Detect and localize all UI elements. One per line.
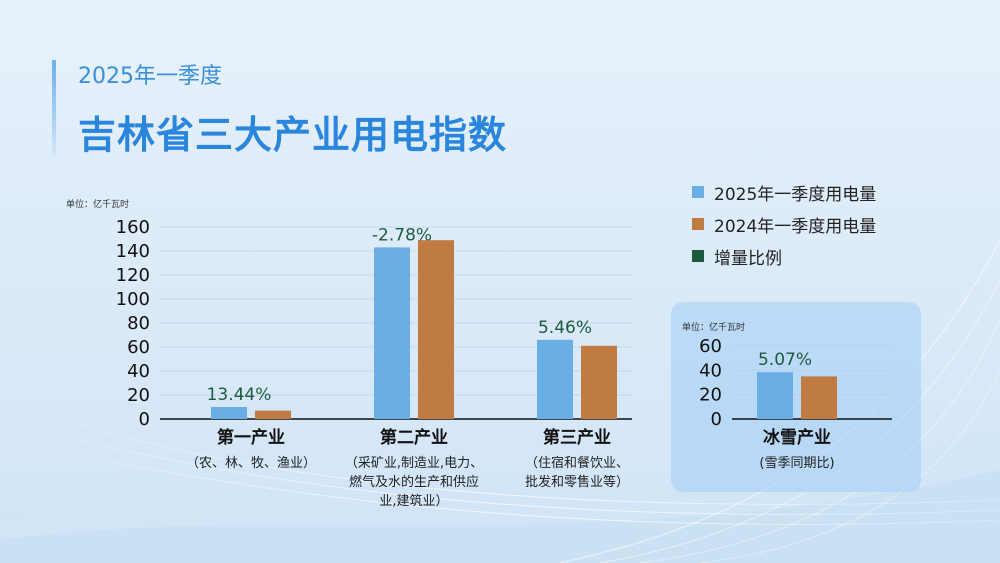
category-description: （采矿业,制造业,电力、 — [345, 456, 483, 471]
growth-rate-label: 5.07% — [758, 350, 812, 370]
legend-swatch-growth — [692, 250, 704, 262]
legend-swatch-2024 — [692, 218, 704, 230]
y-tick-label: 60 — [127, 337, 150, 358]
y-tick-label: 160 — [116, 217, 150, 238]
category-description: 批发和零售业等） — [525, 474, 629, 490]
bar-2024 — [255, 410, 291, 419]
main-unit-label: 单位：亿千瓦时 — [66, 200, 130, 210]
chart-legend: 2025年一季度用电量 2024年一季度用电量 增量比例 — [692, 176, 876, 272]
category-description: (雪季同期比) — [759, 456, 834, 471]
y-tick-label: 140 — [116, 241, 150, 262]
growth-rate-label: 5.46% — [538, 318, 592, 338]
y-tick-label: 20 — [699, 385, 722, 406]
bar-2025 — [757, 372, 793, 419]
legend-label-growth: 增量比例 — [714, 248, 782, 269]
category-label: 第一产业 — [217, 427, 285, 448]
bar-2025 — [211, 407, 247, 419]
legend-label-2025: 2025年一季度用电量 — [714, 184, 877, 205]
legend-swatch-2025 — [692, 186, 704, 198]
bar-2024 — [418, 240, 454, 419]
bar-2024 — [581, 345, 617, 419]
y-tick-label: 80 — [127, 313, 150, 334]
page-subtitle: 2025年一季度 — [78, 64, 222, 89]
category-label: 第二产业 — [380, 427, 448, 448]
bar-2025 — [537, 339, 573, 419]
growth-rate-label: -2.78% — [372, 225, 432, 245]
ice-snow-panel — [671, 302, 921, 492]
category-description: 业,建筑业） — [379, 493, 448, 509]
y-tick-label: 120 — [116, 265, 150, 286]
page-title: 吉林省三大产业用电指数 — [78, 113, 508, 157]
legend-item-2024: 2024年一季度用电量 — [692, 208, 876, 240]
title-accent-bar — [52, 60, 56, 155]
growth-rate-label: 13.44% — [207, 385, 272, 405]
category-label: 第三产业 — [543, 427, 611, 448]
category-description: （住宿和餐饮业、 — [525, 455, 629, 471]
category-label: 冰雪产业 — [763, 427, 831, 448]
y-tick-label: 40 — [127, 361, 150, 382]
y-tick-label: 60 — [699, 336, 722, 357]
category-description: （农、林、牧、渔业） — [186, 456, 316, 471]
y-tick-label: 0 — [711, 409, 722, 430]
bar-2025 — [374, 247, 410, 419]
y-tick-label: 20 — [127, 385, 150, 406]
legend-item-2025: 2025年一季度用电量 — [692, 176, 876, 208]
panel-unit-label: 单位：亿千瓦时 — [682, 323, 746, 333]
y-tick-label: 100 — [116, 289, 150, 310]
y-tick-label: 40 — [699, 360, 722, 381]
bar-2024 — [801, 376, 837, 419]
y-tick-label: 0 — [139, 409, 150, 430]
legend-item-growth: 增量比例 — [692, 240, 876, 272]
category-description: 燃气及水的生产和供应 — [349, 474, 479, 490]
legend-label-2024: 2024年一季度用电量 — [714, 216, 877, 237]
